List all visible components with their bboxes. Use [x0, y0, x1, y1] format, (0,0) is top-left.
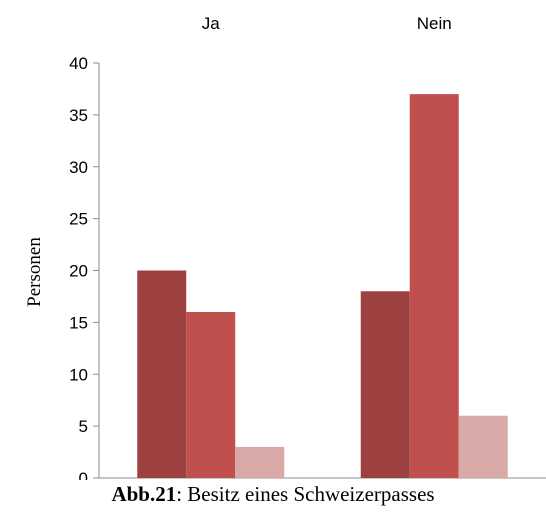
caption-label: Abb.21: [111, 482, 177, 506]
category-label-ja: Ja: [202, 14, 221, 33]
y-tick-label: 35: [69, 106, 88, 125]
y-tick-label: 25: [69, 210, 88, 229]
bars: [137, 94, 508, 478]
y-tick-label: 5: [79, 417, 88, 436]
y-tick-label: 0: [79, 469, 88, 480]
bar-nein-series-1: [360, 291, 410, 478]
bar-ja-series-2: [186, 312, 236, 478]
bar-ja-series-1: [137, 270, 187, 478]
y-tick-label: 40: [69, 54, 88, 73]
bar-ja-series-3: [235, 446, 285, 478]
bar-chart: 0 5 10 15 20 25 30 35 40 Ja Nein Personen: [24, 14, 546, 480]
figure-caption: Abb.21: Besitz eines Schweizerpasses: [0, 482, 546, 507]
y-tick-label: 15: [69, 313, 88, 332]
category-labels: Ja Nein: [202, 14, 452, 33]
y-tick-label: 30: [69, 158, 88, 177]
y-tick-label: 10: [69, 365, 88, 384]
y-tick-label: 20: [69, 262, 88, 281]
caption-text: : Besitz eines Schweizerpasses: [176, 482, 435, 506]
bar-nein-series-3: [458, 415, 508, 478]
y-axis: 0 5 10 15 20 25 30 35 40: [69, 54, 100, 480]
bar-nein-series-2: [409, 94, 459, 478]
y-axis-label: Personen: [24, 237, 45, 307]
category-label-nein: Nein: [417, 14, 452, 33]
